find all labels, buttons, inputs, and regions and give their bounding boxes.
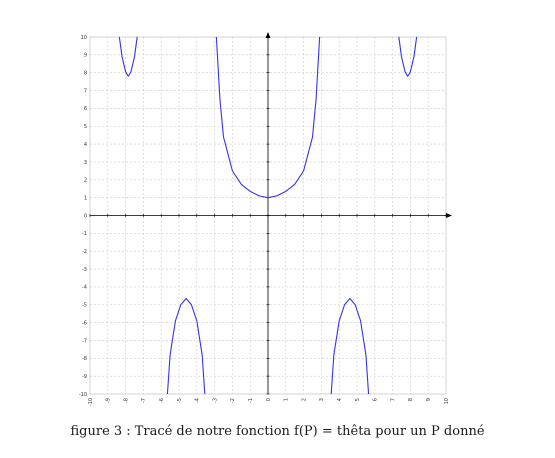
y-tick-label: -8 [82,356,87,362]
x-tick-label: 9 [426,398,432,401]
x-tick-labels: -10 -9 -8 -7 -6 -5 -4 -3 -2 -1 0 1 2 3 4 5 6 7 8 9 10 [88,398,450,406]
y-tick-label: -5 [82,303,87,309]
y-tick-label: -4 [82,285,87,291]
x-tick-label: -3 [212,398,218,403]
x-tick-label: 10 [444,398,450,404]
y-tick-label: 10 [81,35,87,41]
y-tick-label: 7 [84,88,87,94]
curve-branch [118,36,138,77]
caption-text: Tracé de notre fonction f(P) = thêta pou… [134,424,485,439]
curve-branch [166,297,206,395]
x-tick-label: -9 [106,398,112,403]
x-tick-label: 8 [408,398,414,401]
x-tick-label: -2 [230,398,236,403]
function-curve [118,36,418,395]
x-tick-label: -10 [88,398,94,406]
caption-prefix: figure 3 : [70,424,131,439]
y-tick-label: -10 [79,392,87,398]
y-tick-label: -9 [82,374,87,380]
x-tick-label: 4 [337,398,343,401]
x-tick-label: -4 [195,398,201,403]
y-tick-label: 8 [84,71,87,77]
y-tick-label: -6 [82,320,87,326]
x-tick-label: 5 [355,398,361,401]
x-tick-label: -1 [248,398,254,403]
y-tick-label: -3 [82,267,87,273]
y-axis-arrow [265,32,271,38]
x-tick-label: -6 [159,398,165,403]
x-tick-label: -8 [123,398,129,403]
x-tick-label: 6 [373,398,379,401]
y-tick-label: 0 [84,213,87,219]
x-tick-label: 2 [301,398,307,401]
y-tick-label: 2 [84,178,87,184]
y-tick-label: 6 [84,106,87,112]
x-tick-label: 0 [266,398,272,401]
curve-branch [398,36,418,77]
x-tick-label: 1 [284,398,290,401]
figure-caption: figure 3 : Tracé de notre fonction f(P) =… [0,424,555,439]
y-tick-label: -1 [82,231,87,237]
x-tick-label: -7 [141,398,147,403]
x-tick-label: 3 [319,398,325,401]
y-tick-label: 1 [84,195,87,201]
x-axis-arrow [446,213,452,218]
curve-branch [215,36,321,199]
y-tick-label: 4 [84,142,87,148]
y-tick-label: -2 [82,249,87,255]
y-tick-label: -7 [82,338,87,344]
y-tick-label: 5 [84,124,87,130]
x-tick-label: -5 [177,398,183,403]
y-tick-label: 9 [84,53,87,59]
x-tick-label: 7 [390,398,396,401]
curve-branch [330,297,370,395]
y-tick-label: 3 [84,160,87,166]
